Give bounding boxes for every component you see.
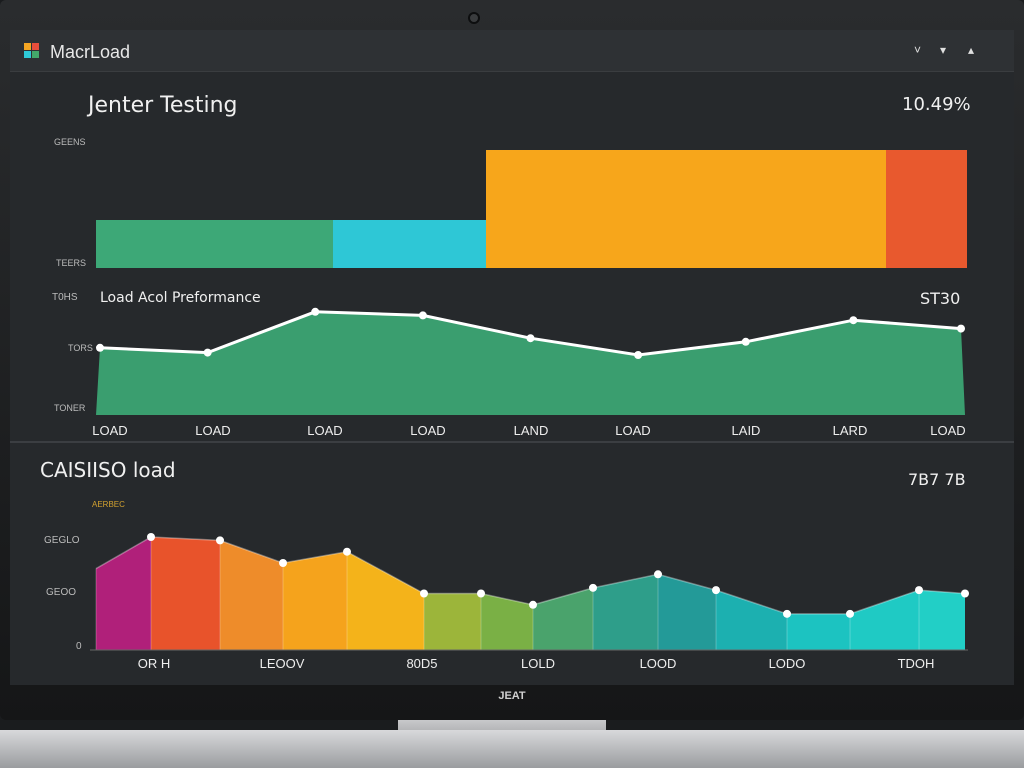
panel3-legend: AERBEC (92, 500, 125, 509)
panel3-x-label: OR H (137, 656, 171, 671)
performance-point (634, 351, 643, 359)
dropdown-icon[interactable]: ▾ (940, 43, 947, 57)
panel3-x-label: 80D5 (406, 656, 438, 671)
load-area-point (846, 609, 854, 618)
panel1-y-bottom-label: TEERS (56, 258, 87, 268)
panel2-x-label: LOAD (92, 423, 128, 438)
load-area-point (654, 570, 662, 579)
bar-block-1 (96, 220, 333, 268)
panel2-y-top-label: TORS (68, 343, 93, 353)
performance-point (96, 343, 104, 352)
minimize-icon[interactable]: ˅ (914, 43, 922, 57)
load-area-point (279, 558, 287, 567)
panel3-title: CAISIISO load (40, 458, 176, 482)
panel2-y-bottom-label: TONER (54, 403, 86, 413)
panel3-x-label: LODO (768, 656, 806, 671)
load-area-segment (96, 537, 151, 650)
panel2-x-label: LOAD (410, 423, 446, 438)
panel3-x-label: LEOOV (259, 656, 305, 671)
load-area-segment (850, 590, 919, 650)
panel3-x-label: LOOD (639, 656, 677, 671)
load-area-segment (424, 593, 481, 650)
load-area-segment (283, 551, 347, 650)
expand-icon[interactable]: ▴ (968, 43, 975, 57)
performance-point (741, 337, 750, 346)
load-area-segment (787, 613, 850, 650)
panel2-x-label: LARD (832, 423, 868, 438)
load-area-segment (220, 540, 283, 650)
section-divider (10, 441, 1014, 443)
panel2-title-prefix: T0HS (52, 292, 78, 303)
performance-point (311, 307, 320, 316)
load-area-point (420, 589, 428, 598)
panel1-title: Jenter Testing (88, 93, 238, 118)
panel3-x-label: TDOH (897, 656, 935, 671)
load-area-segment (481, 593, 533, 650)
panel2-title: Load Acol Preformance (100, 290, 261, 306)
panel2-x-label: LAID (731, 423, 761, 438)
app-title: MacrLoad (50, 42, 131, 62)
panel2-x-label: LOAD (930, 423, 966, 438)
load-area-segment (151, 537, 220, 650)
load-area-point (915, 586, 923, 595)
load-area-segment (716, 590, 787, 650)
load-area-segment (347, 551, 424, 650)
load-area-segment (919, 590, 965, 650)
status-bar-chart (90, 150, 969, 651)
performance-point (526, 334, 535, 343)
performance-point (849, 316, 858, 325)
bar-block-3 (486, 150, 886, 268)
title-bar: MacrLoad ˅ ▾ ▴ (10, 30, 1014, 72)
panel3-y-label-mid: GEOO (46, 587, 77, 598)
app-window: MacrLoad ˅ ▾ ▴ Jenter Testing 10.49% GEE… (10, 30, 1014, 685)
performance-point (957, 324, 965, 333)
performance-point (418, 311, 427, 320)
webcam-icon (468, 12, 480, 24)
panel2-x-label: LOAD (615, 423, 651, 438)
load-area-segment (533, 587, 593, 650)
panel2-value: ST30 (920, 289, 961, 308)
load-area-segment (658, 574, 716, 650)
panel2-x-label: LOAD (195, 423, 231, 438)
bar-block-4 (886, 150, 967, 268)
load-area-point (961, 589, 969, 598)
panel3-y-label-top: GEGLO (44, 535, 80, 546)
panel2-x-label: LOAD (307, 423, 343, 438)
load-area-point (147, 533, 155, 541)
performance-point (203, 348, 212, 357)
panel3-value: 7B7 7B (908, 470, 966, 489)
performance-area (96, 311, 965, 415)
load-area-point (783, 609, 791, 618)
panel1-y-top-label: GEENS (54, 137, 86, 147)
panel3-x-label: LOLD (521, 656, 555, 671)
load-area-point (343, 547, 351, 556)
monitor-brand: JEAT (498, 690, 526, 702)
load-area-point (712, 586, 720, 595)
load-area-point (589, 583, 597, 592)
panel1-value: 10.49% (902, 94, 971, 115)
bar-block-2 (333, 220, 486, 268)
load-area-point (477, 589, 485, 598)
app-logo-icon (24, 43, 40, 59)
monitor-base (0, 730, 1024, 768)
load-area-point (529, 600, 537, 609)
load-area-segment (593, 574, 658, 650)
panel2-x-label: LAND (513, 423, 549, 438)
load-area-point (216, 536, 224, 545)
panel3-y-label-zero: 0 (76, 641, 82, 652)
